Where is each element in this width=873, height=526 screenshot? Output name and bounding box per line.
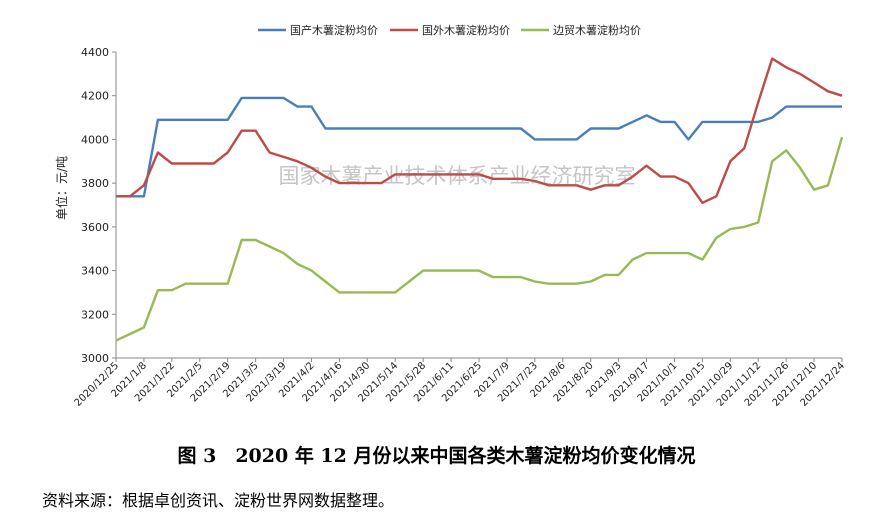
y-tick-label: 3000 (81, 352, 109, 365)
y-tick-label: 3800 (81, 177, 109, 190)
y-tick-label: 4400 (81, 46, 109, 59)
data-source-note: 资料来源：根据卓创资讯、淀粉世界网数据整理。 (42, 491, 395, 510)
series-line-2 (116, 57, 843, 205)
y-tick-label: 3600 (81, 221, 109, 234)
x-tick-labels: 2020/12/252021/1/82021/1/222021/2/52021/… (73, 360, 848, 409)
series-line-3 (115, 136, 844, 342)
y-tick-label: 4200 (81, 90, 109, 103)
y-tick-label: 3400 (81, 265, 109, 278)
series-line-1 (116, 96, 842, 198)
legend-label-2: 国外木薯淀粉均价 (422, 23, 510, 37)
figure-caption: 图 3 2020 年 12 月份以来中国各类木薯淀粉均价变化情况 (177, 445, 696, 467)
y-tick-label: 4000 (81, 133, 109, 146)
axes (112, 51, 843, 362)
legend: 国产木薯淀粉均价 国外木薯淀粉均价 边贸木薯淀粉均价 (258, 23, 641, 37)
y-tick-labels: 3000 3200 3400 3600 3800 4000 4200 4400 (81, 46, 109, 365)
y-axis-label: 单位：元/吨 (54, 156, 69, 220)
line-chart: 国产木薯淀粉均价 国外木薯淀粉均价 边贸木薯淀粉均价 国家木薯产业技术体系产业经济研… (54, 23, 848, 409)
x-tick-label: 2020/12/25 (73, 360, 122, 409)
y-tick-label: 3200 (81, 308, 109, 321)
series-lines (115, 57, 844, 342)
legend-label-3: 边贸木薯淀粉均价 (553, 23, 641, 37)
legend-label-1: 国产木薯淀粉均价 (290, 23, 378, 37)
watermark: 国家木薯产业技术体系产业经济研究室 (279, 164, 636, 188)
